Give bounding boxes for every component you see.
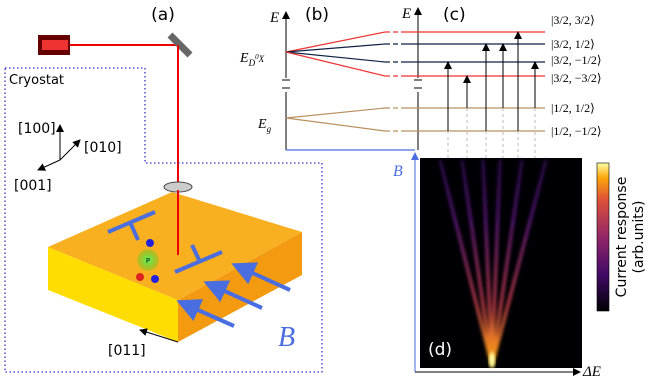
slab-left (48, 247, 178, 342)
dopant (137, 249, 159, 271)
direction-label: [100] (18, 121, 56, 137)
panel-label: (d) (428, 340, 452, 360)
direction-label: [010] (84, 140, 122, 156)
level-label: |3/2, −3/2⟩ (551, 71, 602, 85)
cryostat-label: Cryostat (9, 73, 64, 88)
level-label: |1/2, 1/2⟩ (551, 101, 595, 115)
panel-c: (c) E |3/2, 3/2⟩ |3/2, 1/2⟩ |3/2, −1/2⟩ … (401, 5, 602, 160)
electrode (190, 244, 202, 263)
panel-label: (a) (151, 5, 175, 25)
levels (405, 31, 545, 132)
heatmap-peak (489, 352, 495, 368)
panel-label: (c) (443, 5, 466, 25)
charge (146, 239, 154, 247)
axis-label: ΔE (582, 364, 601, 379)
axis-label: E (269, 10, 279, 26)
charge (151, 275, 159, 283)
direction-label: [001] (14, 178, 52, 194)
panel-label: (b) (305, 5, 329, 25)
axis-arrow (59, 139, 81, 161)
mirror (167, 32, 193, 58)
field-label: B (278, 322, 295, 353)
colorbar-label: (arb.units) (631, 200, 647, 273)
level-label: ED0X (239, 51, 265, 68)
level-label: Eg (257, 117, 272, 134)
level-label: |3/2, −1/2⟩ (551, 53, 602, 67)
colorbar (596, 162, 610, 312)
axis-arrow (139, 328, 179, 343)
panel-d: (d) B ΔE Current response (arb.units) (393, 152, 647, 379)
panel-a: (a) Cryostat [100] [010] [001] P B [011] (4, 5, 323, 373)
cryostat-outline (4, 67, 323, 373)
charge (136, 273, 144, 281)
field-arrow (231, 262, 291, 292)
laser-core (42, 40, 68, 50)
field-arrow (203, 280, 263, 310)
level-label: |1/2, −1/2⟩ (551, 124, 602, 138)
heatmap-fan (438, 159, 548, 367)
level-label: |3/2, 1/2⟩ (551, 37, 595, 51)
panel-b: (b) E ED0X Eg (239, 5, 415, 151)
electrode (128, 221, 140, 241)
direction-label: [011] (108, 343, 146, 359)
levels (285, 31, 405, 132)
dopant-label: P (146, 257, 150, 265)
axis-arrow (37, 159, 61, 171)
transitions (444, 31, 539, 131)
level-label: |3/2, 3/2⟩ (551, 13, 595, 27)
field-arrow (176, 299, 235, 328)
colorbar-label: Current response (614, 177, 630, 298)
axis-label: B (393, 163, 403, 180)
axis-label: E (401, 6, 411, 22)
guides (447, 108, 536, 160)
slab-top (48, 192, 302, 300)
